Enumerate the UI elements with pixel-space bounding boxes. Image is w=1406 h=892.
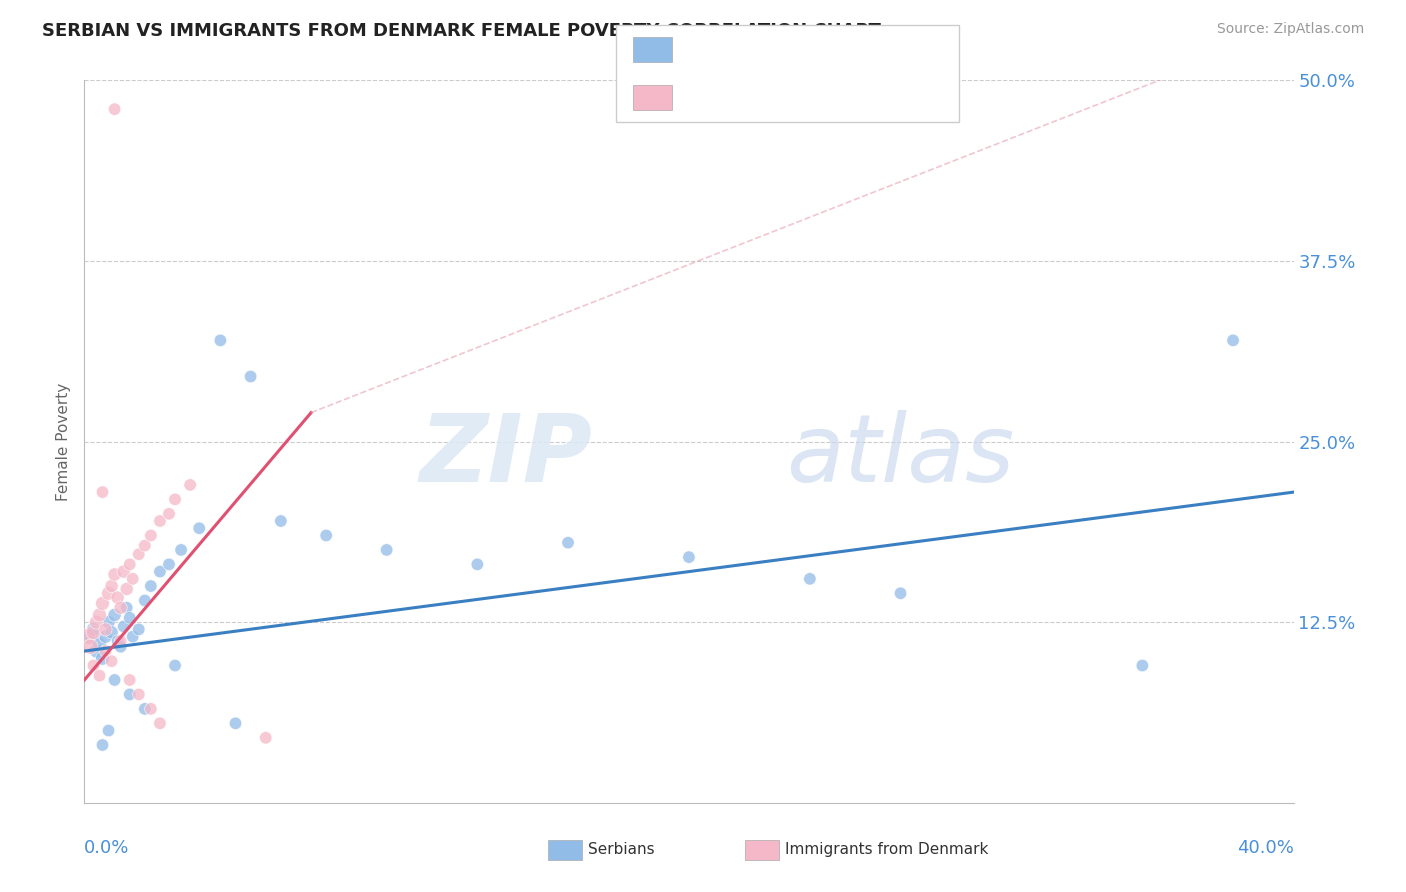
Point xyxy=(799,572,821,586)
Text: Immigrants from Denmark: Immigrants from Denmark xyxy=(785,842,988,856)
Text: atlas: atlas xyxy=(786,410,1014,501)
Point xyxy=(104,567,127,582)
Point xyxy=(82,658,104,673)
Point xyxy=(121,572,143,586)
Point xyxy=(1222,334,1244,348)
Point xyxy=(118,687,141,701)
Point xyxy=(134,593,156,607)
Point xyxy=(139,702,162,716)
Point xyxy=(179,478,201,492)
Point xyxy=(91,738,114,752)
Point xyxy=(165,492,187,507)
Point xyxy=(110,634,132,648)
Text: SERBIAN VS IMMIGRANTS FROM DENMARK FEMALE POVERTY CORRELATION CHART: SERBIAN VS IMMIGRANTS FROM DENMARK FEMAL… xyxy=(42,22,882,40)
Point xyxy=(94,623,117,637)
Point xyxy=(112,565,135,579)
Point xyxy=(100,625,122,640)
Text: Source: ZipAtlas.com: Source: ZipAtlas.com xyxy=(1216,22,1364,37)
Point xyxy=(104,673,127,687)
Point xyxy=(270,514,292,528)
Point xyxy=(82,625,104,640)
Point xyxy=(91,651,114,665)
Point xyxy=(678,550,700,565)
Point xyxy=(89,668,111,682)
Point xyxy=(890,586,912,600)
Point xyxy=(79,630,101,644)
Point xyxy=(97,586,120,600)
Point xyxy=(104,102,127,116)
Y-axis label: Female Poverty: Female Poverty xyxy=(56,383,72,500)
Point xyxy=(115,582,138,596)
Point xyxy=(110,600,132,615)
Point xyxy=(134,539,156,553)
Point xyxy=(118,558,141,572)
Text: ZIP: ZIP xyxy=(419,410,592,502)
Point xyxy=(107,634,129,648)
Point xyxy=(188,521,211,535)
Point xyxy=(467,558,489,572)
Point xyxy=(97,723,120,738)
Text: Serbians: Serbians xyxy=(588,842,654,856)
Point xyxy=(115,600,138,615)
Point xyxy=(94,644,117,658)
Point xyxy=(128,687,150,701)
Point xyxy=(86,644,108,658)
Point xyxy=(104,607,127,622)
Point xyxy=(97,615,120,630)
Point xyxy=(118,611,141,625)
Point xyxy=(170,542,193,557)
Point xyxy=(157,558,180,572)
Point xyxy=(128,547,150,561)
Point xyxy=(79,640,101,654)
Point xyxy=(239,369,262,384)
Point xyxy=(107,591,129,605)
Point xyxy=(89,607,111,622)
Point xyxy=(76,630,98,644)
Point xyxy=(100,654,122,668)
Point xyxy=(82,623,104,637)
Point xyxy=(112,619,135,633)
Point xyxy=(157,507,180,521)
Point xyxy=(1130,658,1153,673)
Text: 0.0%: 0.0% xyxy=(84,838,129,857)
Text: R =  0.253    N =  41: R = 0.253 N = 41 xyxy=(682,40,891,58)
Point xyxy=(128,623,150,637)
Point xyxy=(118,673,141,687)
Point xyxy=(100,579,122,593)
Point xyxy=(149,716,172,731)
Point xyxy=(110,640,132,654)
Point xyxy=(89,637,111,651)
Point xyxy=(225,716,247,731)
Text: 40.0%: 40.0% xyxy=(1237,838,1294,857)
Point xyxy=(121,630,143,644)
Point xyxy=(375,542,398,557)
Point xyxy=(165,658,187,673)
Point xyxy=(94,630,117,644)
Point xyxy=(557,535,579,549)
Point xyxy=(315,528,337,542)
Point xyxy=(91,485,114,500)
Text: R =  0.430    N =  35: R = 0.430 N = 35 xyxy=(682,87,891,104)
Point xyxy=(139,528,162,542)
Point xyxy=(209,334,232,348)
Point xyxy=(139,579,162,593)
Point xyxy=(149,565,172,579)
Point xyxy=(254,731,277,745)
Point xyxy=(134,702,156,716)
Point xyxy=(149,514,172,528)
Point xyxy=(86,615,108,630)
Point xyxy=(91,596,114,610)
